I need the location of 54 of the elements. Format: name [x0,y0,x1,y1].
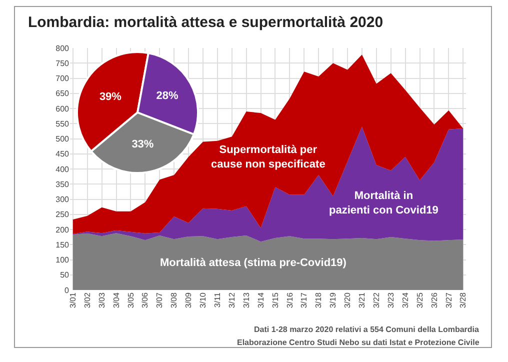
y-tick-label: 200 [56,225,70,234]
x-tick-label: 3/10 [198,292,208,308]
y-tick-label: 450 [56,150,70,159]
x-tick-label: 3/15 [270,292,280,308]
y-tick-label: 300 [56,195,70,204]
y-tick-label: 350 [56,180,70,189]
x-tick-label: 3/28 [458,292,468,308]
x-tick-label: 3/07 [155,292,164,308]
y-tick-label: 650 [56,89,70,98]
x-tick-label: 3/18 [314,292,324,308]
x-tick-label: 3/08 [170,292,179,308]
data-label: 33% [132,138,154,151]
y-tick-label: 0 [64,286,70,295]
x-tick-label: 3/05 [126,292,136,308]
y-tick-label: 550 [56,119,70,128]
series-label: Mortalità attesa (stima pre-Covid19) [160,257,347,269]
y-tick-label: 50 [60,270,70,280]
x-tick-label: 3/26 [430,292,439,308]
x-tick-label: 3/04 [112,292,121,308]
x-tick-label: 3/25 [415,292,424,308]
y-tick-label: 500 [56,134,70,144]
x-tick-label: 3/27 [444,292,454,308]
chart-title: Lombardia: mortalità attesa e supermortalità 2020 [28,14,384,31]
text: Dati 1-28 marzo 2020 relativi a 554 Comuni della Lombardia [254,325,480,334]
x-tick-label: 3/23 [386,292,396,308]
y-tick-label: 100 [56,256,70,265]
data-label: 39% [99,90,122,103]
x-tick-label: 3/13 [242,292,251,308]
series-label: Supermortalità per cause non specificate [211,144,326,170]
x-tick-label: 3/22 [372,292,381,308]
y-tick-label: 800 [56,44,70,53]
series-label: Mortalità in pazienti con Covid19 [329,190,438,216]
x-tick-label: 3/24 [400,292,410,308]
x-tick-label: 3/16 [285,292,294,308]
x-tick-label: 3/21 [358,292,367,308]
text: Elaborazione Centro Studi Nebo su dati Istat e Protezione Civile [237,338,480,347]
x-tick-label: 3/06 [140,292,150,308]
x-tick-label: 3/02 [82,292,92,308]
y-tick-label: 250 [56,210,70,220]
data-label: 28% [156,90,178,102]
y-tick-label: 400 [56,164,70,174]
x-tick-label: 3/11 [213,292,222,308]
x-tick-label: 3/01 [68,292,78,308]
x-tick-label: 3/17 [300,292,309,308]
x-tick-label: 3/03 [97,292,106,308]
y-tick-label: 750 [56,58,70,68]
x-tick-label: 3/14 [256,292,266,308]
x-tick-label: 3/12 [227,292,236,308]
x-tick-label: 3/09 [184,292,194,308]
x-tick-label: 3/19 [328,292,338,308]
y-tick-label: 700 [56,74,70,84]
y-tick-label: 600 [56,104,70,114]
y-tick-label: 150 [56,240,70,250]
x-tick-label: 3/20 [343,292,352,308]
